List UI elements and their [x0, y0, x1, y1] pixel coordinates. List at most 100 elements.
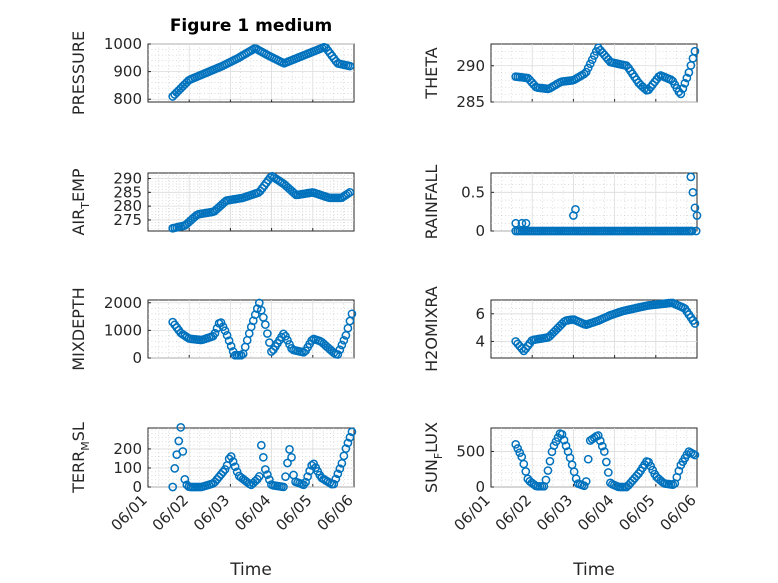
- terr_msl-y-axis-label: TERRMSL: [69, 422, 92, 494]
- sun_flux-data-point: [571, 474, 581, 484]
- mixdepth-data-point: [265, 338, 274, 347]
- mixdepth-data-point: [263, 329, 272, 338]
- terr_msl-data-point: [218, 467, 228, 477]
- subplot-rainfall: 0 0.5 RAINFALL: [422, 165, 702, 240]
- mixdepth-data-point: [224, 336, 234, 346]
- theta-data-point: [622, 61, 631, 70]
- sun_flux-data-point: [579, 481, 589, 491]
- subplot-pressure: 800 900 1000 PRESSURE: [69, 31, 355, 115]
- terr_msl-data-point: [220, 465, 230, 474]
- theta-data-point: [583, 63, 593, 73]
- terr_msl-data-point: [261, 465, 270, 474]
- terr_msl-x-tick-label: 06/04: [231, 491, 274, 534]
- rainfall-data-point: [686, 172, 696, 182]
- terr_msl-data-point: [254, 472, 264, 481]
- pressure-y-tick-label: 900: [113, 63, 142, 81]
- sun_flux-data-point: [599, 447, 609, 456]
- rainfall-data-point: [511, 218, 521, 228]
- subplot-mixdepth: 0 1000 2000 MIXDEPTH: [69, 287, 357, 371]
- theta-data-point: [680, 78, 690, 88]
- mixdepth-data-point: [212, 323, 222, 333]
- terr_msl-data-point: [333, 469, 343, 479]
- air_temp-y-tick-label: 275: [113, 211, 142, 229]
- terr_msl-data-point: [303, 472, 312, 481]
- mixdepth-data-point: [220, 326, 230, 336]
- terr_msl-data-point: [178, 447, 188, 456]
- terr_msl-data-point: [281, 472, 290, 481]
- terr_msl-data-point: [335, 464, 345, 474]
- terr_msl-data-point: [265, 475, 274, 484]
- terr_msl-data-point: [331, 474, 341, 484]
- theta-data-point: [579, 69, 589, 79]
- sun_flux-x-tick-label: 06/03: [533, 491, 576, 534]
- terr_msl-data-point: [279, 482, 288, 492]
- theta-y-axis-label: THETA: [422, 47, 441, 99]
- terr_msl-data-point: [168, 482, 178, 492]
- theta-data-point: [682, 73, 692, 83]
- terr_msl-data-point: [174, 436, 184, 446]
- terr_msl-x-tick-label: 06/05: [272, 491, 315, 534]
- rainfall-data-point: [692, 211, 702, 220]
- terr_msl-data-point: [283, 458, 292, 468]
- h2omixra-data-point: [690, 319, 700, 328]
- rainfall-y-tick-label: 0: [475, 222, 485, 240]
- sun_flux-x-tick-label: 06/01: [451, 491, 494, 534]
- terr_msl-data-point: [347, 427, 357, 437]
- rainfall-data-point: [690, 203, 700, 213]
- air_temp-data-point: [343, 189, 353, 199]
- sun_flux-data-point: [511, 439, 521, 449]
- terr_msl-data-point: [176, 423, 186, 432]
- pressure-y-axis-label: PRESSURE: [69, 31, 88, 115]
- terr_msl-y-tick-label: 200: [113, 440, 142, 458]
- theta-data-point: [581, 67, 591, 77]
- mixdepth-data-point: [252, 304, 262, 313]
- sun_flux-data-point: [557, 430, 567, 439]
- sun_flux-y-tick-label: 500: [456, 442, 485, 460]
- sun_flux-y-axis-label: SUNFLUX: [422, 422, 445, 493]
- terr_msl-data-point: [287, 452, 296, 462]
- rainfall-data-point: [571, 204, 580, 214]
- figure-title: Figure 1 medium: [170, 16, 332, 36]
- mixdepth-y-tick-label: 1000: [104, 321, 142, 339]
- sun_flux-data-point: [515, 448, 525, 458]
- theta-data-point: [589, 51, 599, 60]
- mixdepth-data-point: [335, 345, 345, 355]
- rainfall-y-axis-label: RAINFALL: [422, 165, 441, 240]
- terr_msl-data-point: [226, 452, 236, 461]
- terr_msl-data-point: [232, 467, 242, 477]
- terr_msl-x-tick-label: 06/03: [190, 491, 233, 534]
- pressure-y-tick-label: 1000: [104, 35, 142, 53]
- sun_flux-x-tick-label: 06/04: [574, 491, 617, 534]
- theta-data-point: [585, 59, 595, 69]
- sun_flux-data-point: [604, 468, 613, 477]
- sun_flux-data-point: [543, 466, 553, 475]
- sun_flux-y-tick-label: 0: [475, 478, 485, 496]
- rainfall-data-point: [521, 218, 531, 228]
- terr_msl-y-tick-label: 100: [113, 459, 142, 477]
- mixdepth-data-point: [222, 330, 232, 340]
- terr_msl-data-point: [258, 453, 268, 462]
- mixdepth-y-tick-label: 0: [132, 349, 142, 367]
- theta-data-point: [587, 55, 597, 65]
- sun_flux-data-point: [593, 431, 603, 440]
- terr_msl-data-point: [329, 479, 339, 489]
- air_temp-y-tick-label: 285: [113, 183, 142, 201]
- sun_flux-data-point: [513, 444, 523, 453]
- sun_flux-data-point: [561, 441, 571, 451]
- rainfall-data-point: [687, 226, 697, 236]
- theta-data-point: [690, 46, 700, 56]
- terr_msl-x-tick-label: 06/06: [314, 491, 357, 534]
- sun_flux-data-point: [541, 475, 551, 485]
- air_temp-y-axis-label: AIRTEMP: [69, 168, 92, 235]
- mixdepth-data-point: [261, 320, 270, 329]
- sun_flux-data-point: [583, 454, 593, 464]
- sun_flux-data-point: [545, 456, 555, 466]
- rainfall-data-point: [691, 226, 701, 236]
- mixdepth-data-point: [279, 329, 288, 339]
- sun_flux-x-tick-label: 06/02: [492, 491, 535, 534]
- mixdepth-data-point: [337, 340, 347, 350]
